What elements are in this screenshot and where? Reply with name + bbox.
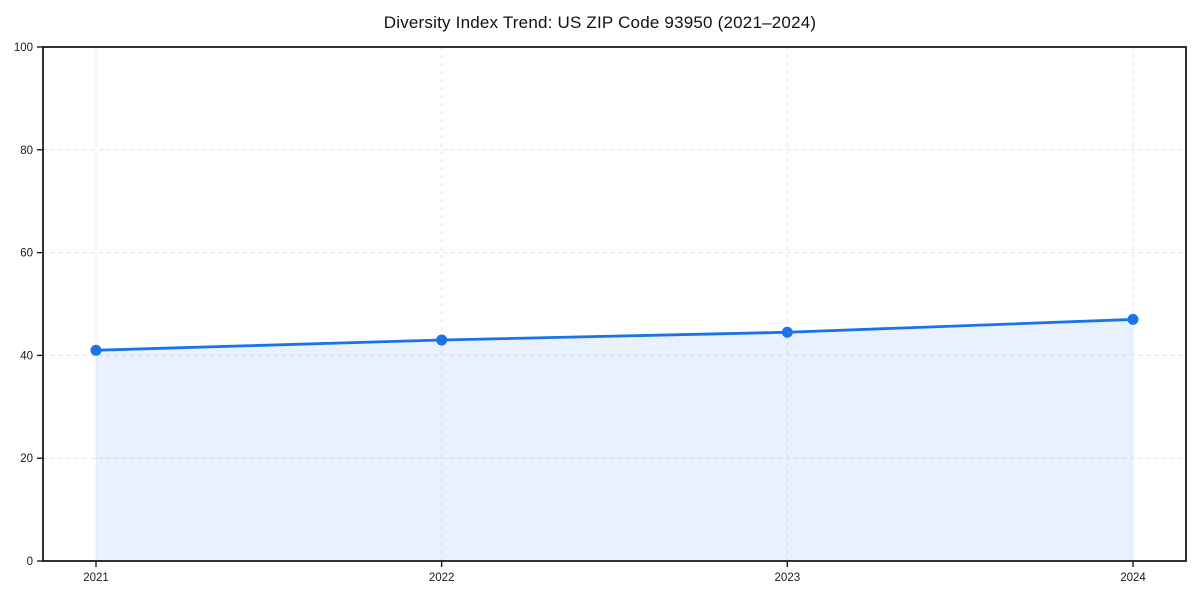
y-axis-tick-label: 0 <box>27 556 33 568</box>
data-point-marker <box>781 326 793 338</box>
data-point-marker <box>436 334 448 346</box>
y-axis-tick-label: 20 <box>20 453 33 465</box>
axis-frame <box>42 46 1187 562</box>
x-axis-tick-label: 2022 <box>429 572 455 584</box>
x-axis-tick-label: 2021 <box>83 572 109 584</box>
y-axis-tick-label: 100 <box>14 42 33 54</box>
x-axis-tick-label: 2024 <box>1120 572 1146 584</box>
trend-line <box>94 318 1135 352</box>
y-axis-tick-label: 60 <box>20 248 33 260</box>
x-axis-tick-label: 2023 <box>775 572 801 584</box>
y-axis-tick-label: 40 <box>20 350 33 362</box>
data-point-marker <box>90 344 102 356</box>
data-point-marker <box>1127 313 1139 325</box>
y-axis-tick-label: 80 <box>20 145 33 157</box>
area-fill <box>96 319 1133 561</box>
chart-title: Diversity Index Trend: US ZIP Code 93950… <box>383 13 817 32</box>
